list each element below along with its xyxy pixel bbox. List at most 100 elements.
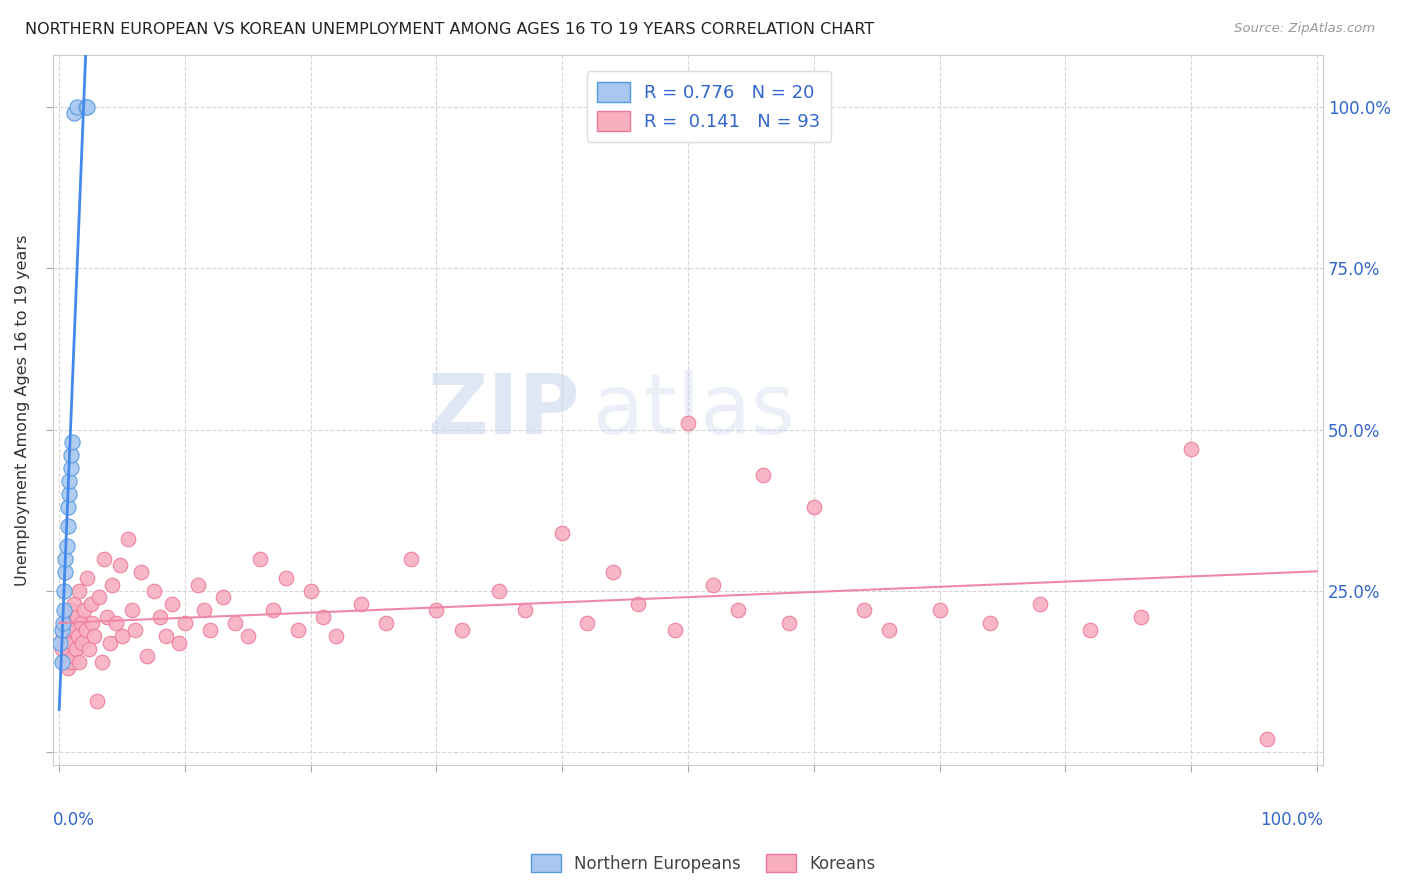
Point (76, 571, 98, 585)
Point (1129, 609, 1152, 624)
Point (63, 106, 86, 120)
Point (75, 100, 97, 114)
Point (56, 519, 79, 533)
Text: NORTHERN EUROPEAN VS KOREAN UNEMPLOYMENT AMONG AGES 16 TO 19 YEARS CORRELATION C: NORTHERN EUROPEAN VS KOREAN UNEMPLOYMENT… (25, 22, 875, 37)
Point (124, 623, 146, 637)
Point (65, 642, 87, 657)
Point (979, 616, 1001, 631)
Point (60, 435, 83, 450)
Point (702, 577, 724, 591)
Point (53, 655, 76, 669)
Point (727, 603, 749, 617)
Point (198, 623, 221, 637)
Point (513, 603, 536, 617)
Text: 0.0%: 0.0% (53, 812, 94, 830)
Point (117, 533, 139, 547)
Point (576, 616, 599, 631)
Point (51, 655, 73, 669)
Point (62, 648, 84, 663)
Point (70, 635, 93, 649)
Point (79, 597, 101, 611)
Point (66, 609, 89, 624)
Point (89, 591, 111, 605)
Point (236, 629, 259, 643)
Point (287, 623, 309, 637)
Point (752, 467, 775, 482)
Point (299, 584, 322, 599)
Point (1080, 623, 1102, 637)
Point (52, 616, 75, 631)
Point (928, 603, 950, 617)
Point (55, 623, 77, 637)
Point (488, 584, 510, 599)
Text: atlas: atlas (593, 369, 794, 450)
Point (375, 616, 398, 631)
Point (136, 648, 159, 663)
Point (149, 609, 172, 624)
Point (69, 616, 91, 631)
Point (58, 642, 80, 657)
Point (162, 597, 184, 611)
Point (58, 629, 80, 643)
Point (142, 584, 165, 599)
Text: ZIP: ZIP (427, 369, 581, 450)
Point (51, 623, 73, 637)
Point (53, 603, 76, 617)
Point (121, 603, 143, 617)
Point (63, 597, 86, 611)
Point (803, 500, 825, 514)
Point (59, 449, 82, 463)
Point (83, 629, 105, 643)
Point (49, 635, 72, 649)
Point (98, 635, 121, 649)
Point (853, 603, 876, 617)
Point (425, 603, 447, 617)
Point (73, 603, 96, 617)
Point (551, 525, 574, 540)
Point (55, 565, 77, 579)
Point (274, 571, 297, 585)
Point (55, 648, 77, 663)
Point (312, 609, 335, 624)
Point (67, 629, 90, 643)
Point (155, 629, 177, 643)
Point (91, 655, 114, 669)
Point (129, 565, 152, 579)
Text: Source: ZipAtlas.com: Source: ZipAtlas.com (1234, 22, 1375, 36)
Point (167, 635, 190, 649)
Point (325, 629, 347, 643)
Legend: R = 0.776   N = 20, R =  0.141   N = 93: R = 0.776 N = 20, R = 0.141 N = 93 (586, 71, 831, 142)
Point (58, 487, 80, 501)
Point (778, 616, 800, 631)
Legend: Northern Europeans, Koreans: Northern Europeans, Koreans (524, 847, 882, 880)
Point (55, 551, 77, 566)
Point (56, 609, 79, 624)
Point (96, 609, 118, 624)
Point (55, 616, 77, 631)
Point (249, 551, 271, 566)
Point (224, 616, 246, 631)
Point (58, 474, 80, 488)
Point (66, 100, 89, 114)
Y-axis label: Unemployment Among Ages 16 to 19 years: Unemployment Among Ages 16 to 19 years (15, 235, 30, 586)
Point (75, 623, 97, 637)
Point (67, 655, 90, 669)
Point (664, 623, 686, 637)
Point (187, 577, 209, 591)
Point (59, 603, 82, 617)
Point (111, 629, 134, 643)
Point (1180, 442, 1202, 456)
Point (627, 597, 650, 611)
Point (80, 616, 103, 631)
Point (55, 635, 77, 649)
Point (108, 558, 131, 573)
Point (63, 623, 86, 637)
Point (59, 655, 82, 669)
Point (101, 577, 124, 591)
Point (93, 551, 115, 566)
Point (67, 584, 90, 599)
Text: 100.0%: 100.0% (1260, 812, 1323, 830)
Point (1029, 597, 1052, 611)
Point (174, 616, 197, 631)
Point (52, 629, 75, 643)
